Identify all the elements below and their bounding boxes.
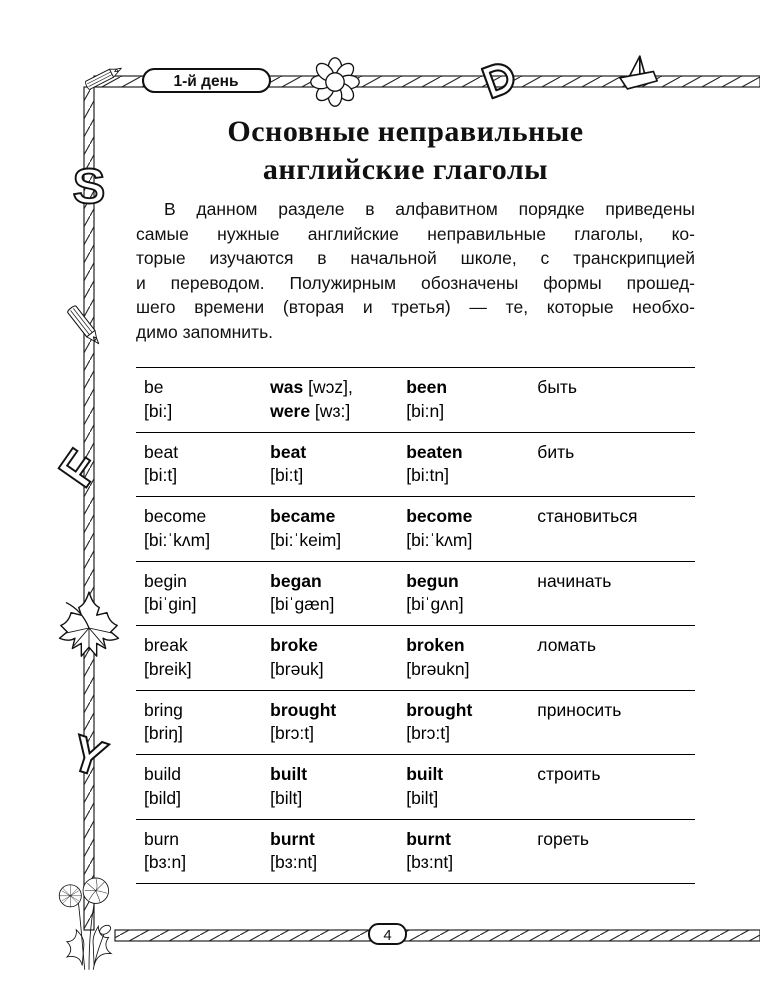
svg-text:4: 4 [383,927,391,944]
svg-text:1-й день: 1-й день [174,73,239,90]
svg-text:S: S [73,160,106,214]
svg-text:Y: Y [64,724,113,788]
svg-text:F: F [49,441,110,496]
